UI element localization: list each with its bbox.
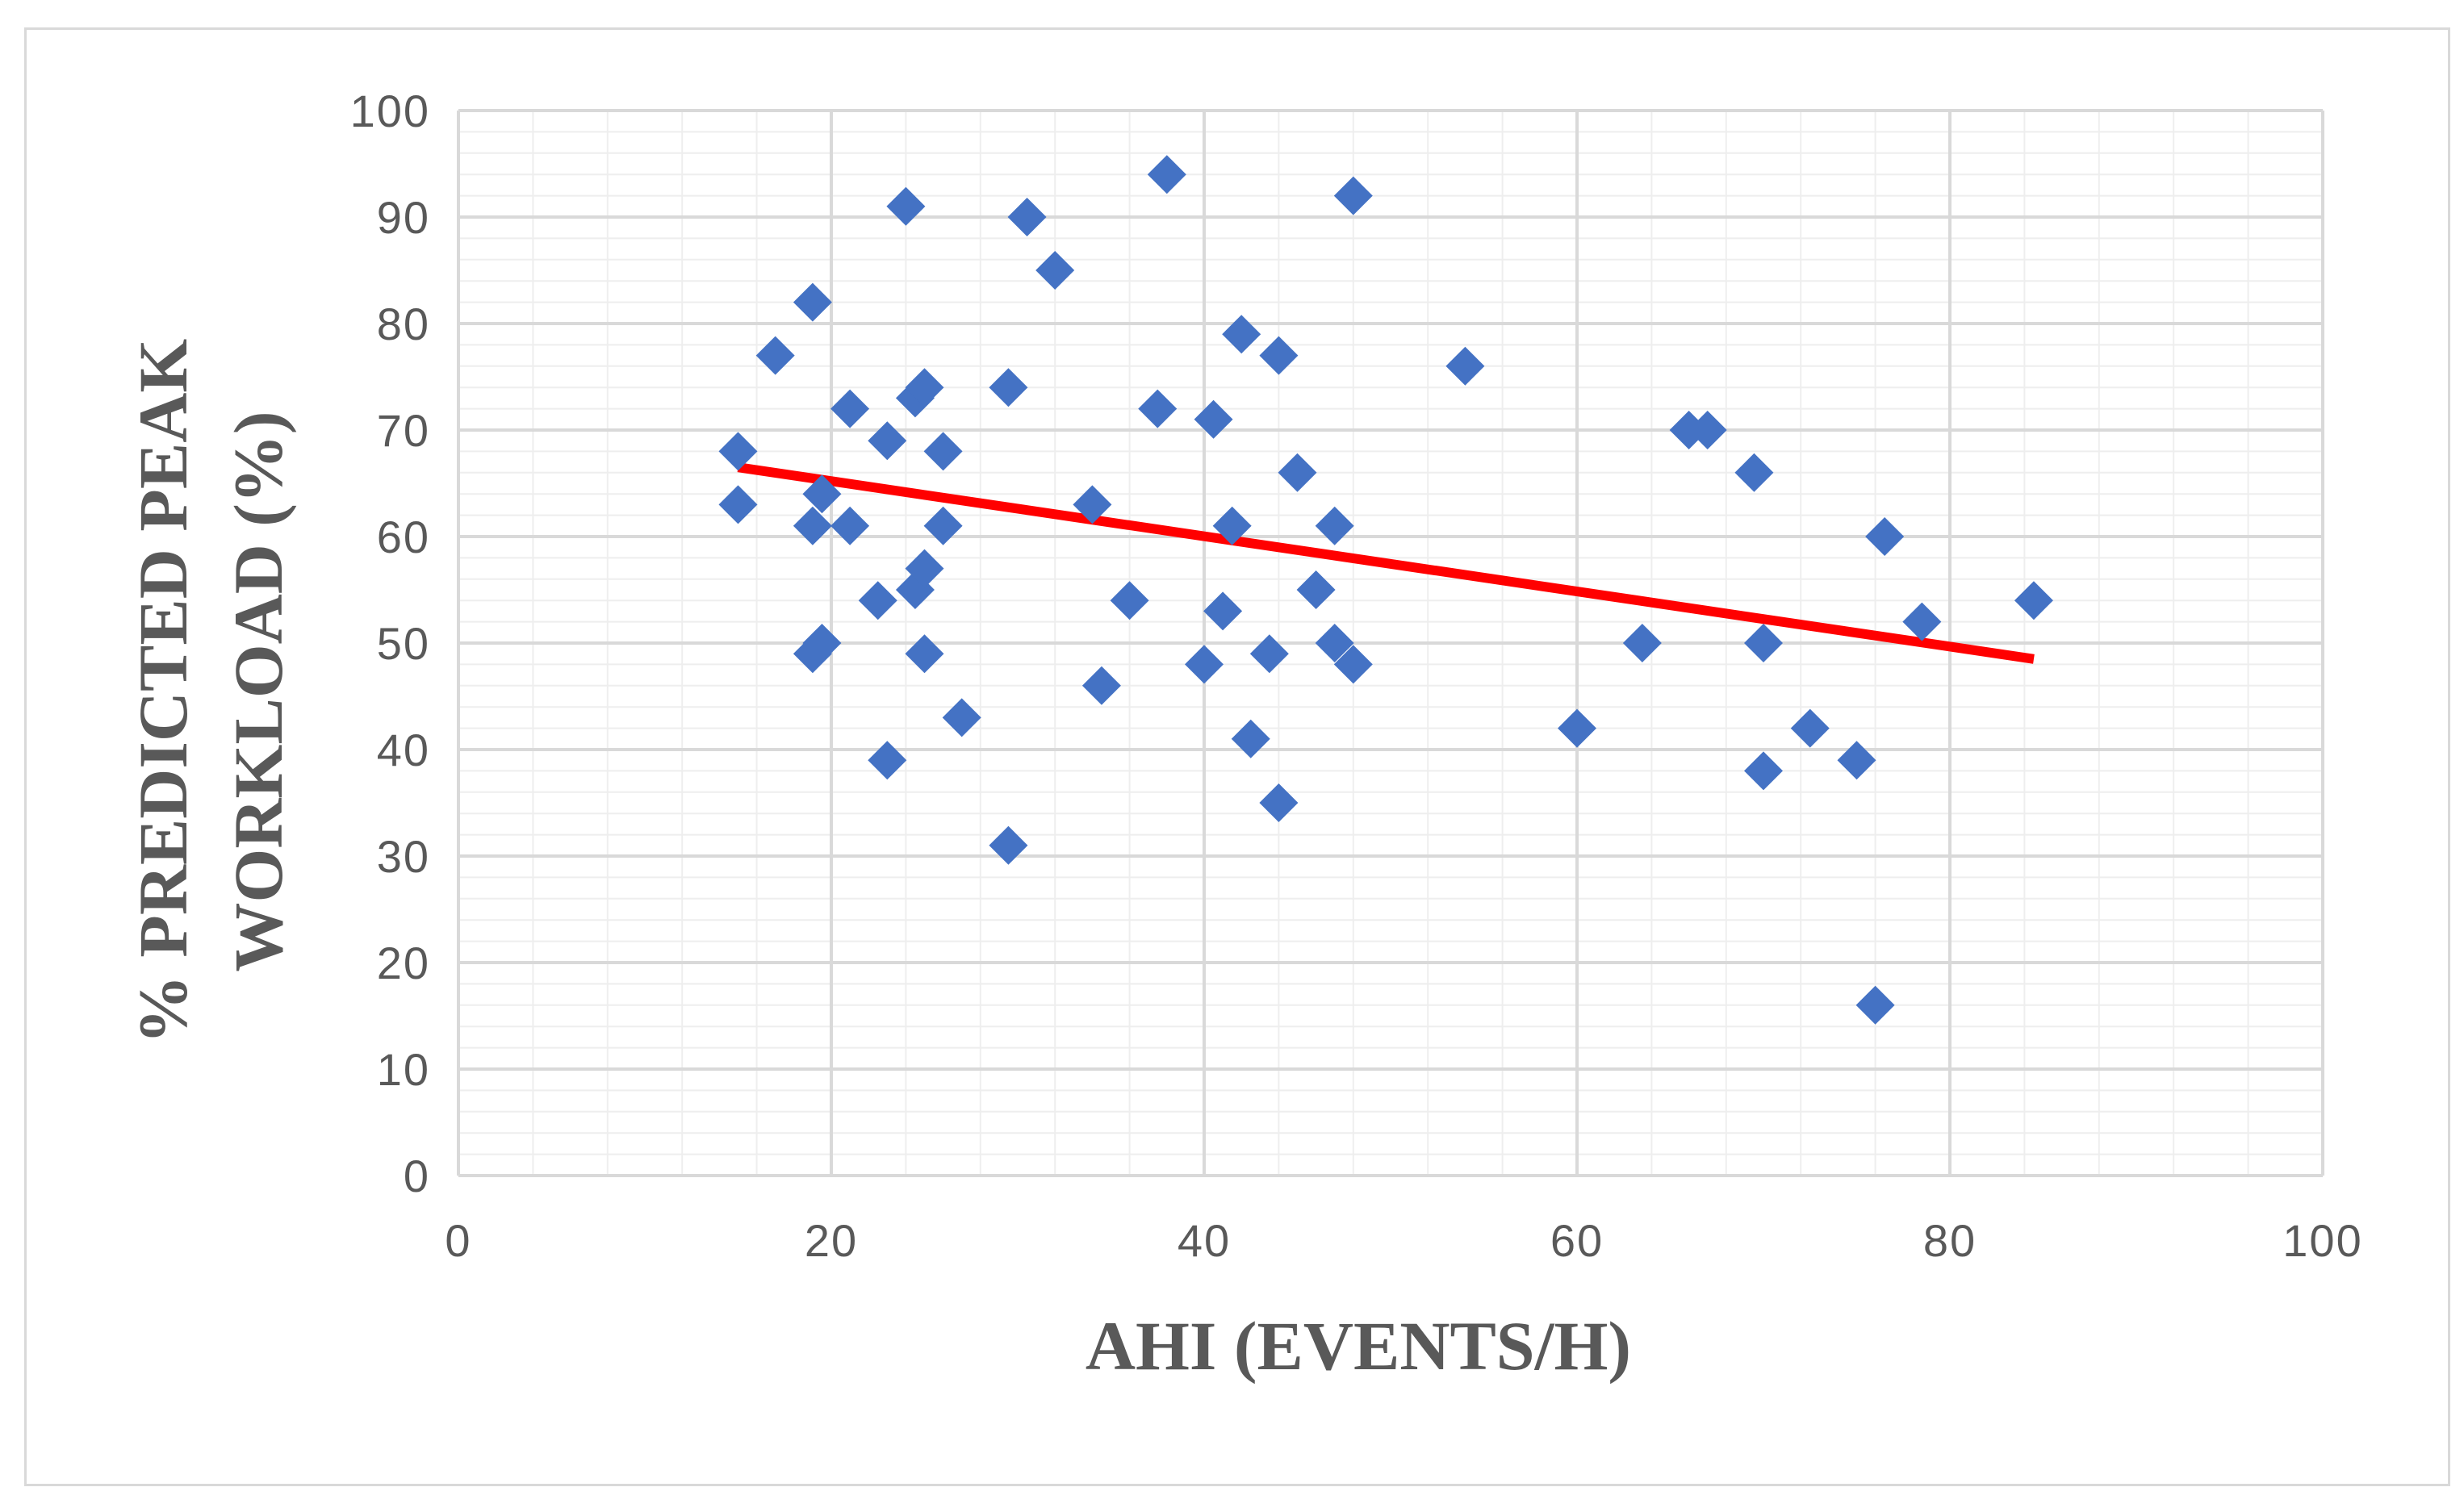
data-point [830,389,870,428]
data-point [1744,751,1783,791]
data-point [802,474,842,514]
data-point [1902,602,1942,641]
data-point [1203,591,1243,631]
y-tick-label: 100 [350,86,430,136]
data-point [1744,624,1783,662]
data-point [1259,783,1299,822]
data-point [1073,485,1112,524]
y-tick-label: 10 [377,1044,430,1095]
data-points [718,155,2053,1025]
data-point [1790,708,1830,748]
y-tick-label: 80 [377,299,430,349]
data-point [1688,411,1727,449]
grid [457,109,2324,1177]
data-point [1138,389,1178,428]
x-tick-label: 60 [1550,1215,1604,1266]
y-tick-label: 30 [377,831,430,882]
data-point [1855,985,1895,1025]
data-point [1315,506,1354,545]
data-point [830,506,870,545]
y-axis-title-line-2: WORKLOAD (%) [220,411,297,971]
data-point [858,581,897,620]
y-tick-label: 90 [377,192,430,243]
data-point [1222,315,1261,354]
x-axis-title: AHI (EVENTS/H) [1086,1307,1631,1385]
x-tick-label: 0 [445,1215,471,1266]
data-point [1147,155,1186,194]
data-point [1259,336,1299,375]
y-tick-label: 0 [404,1151,430,1201]
data-point [1231,719,1270,758]
data-point [793,506,832,545]
data-point [1333,645,1373,684]
data-point [989,825,1028,865]
data-point [905,368,944,407]
data-point [1865,517,1905,556]
y-axis-title: % PREDICTED PEAK WORKLOAD (%) [124,339,297,1045]
x-tick-label: 80 [1923,1215,1977,1266]
data-point [1333,176,1373,215]
data-point [989,368,1028,407]
data-point [1445,346,1485,386]
data-point [1081,666,1121,705]
data-point [802,624,842,662]
y-tick-label: 70 [377,405,430,456]
scatter-chart: 0 20 40 60 80 100 0 10 20 30 40 50 60 70 80 90 100 AHI (… [124,86,2362,1385]
data-point [1035,251,1075,290]
y-axis-title-line-1: % PREDICTED PEAK [124,339,202,1045]
data-point [1558,708,1596,748]
data-point [1212,506,1252,545]
data-point [868,421,907,461]
data-point [905,549,944,588]
data-point [1622,624,1662,662]
data-point [1185,645,1224,684]
chart-frame: 0 20 40 60 80 100 0 10 20 30 40 50 60 70 80 90 100 AHI (… [24,27,2450,1486]
y-tick-label: 20 [377,938,430,988]
data-point [923,432,963,471]
data-point [1194,399,1233,439]
data-point [755,336,795,375]
data-point [1315,624,1354,662]
data-point [1278,453,1317,492]
data-point [1837,741,1876,780]
data-point [905,634,944,674]
x-tick-label: 20 [805,1215,858,1266]
data-point [868,741,907,780]
data-point [2014,581,2053,620]
y-tick-label: 50 [377,618,430,669]
data-point [1249,634,1289,674]
data-point [718,485,758,524]
data-point [942,698,981,737]
data-point [923,506,963,545]
trendline [737,462,2035,664]
data-point [1296,570,1336,609]
data-point [793,282,832,322]
data-point [886,186,926,226]
y-tick-label: 60 [377,512,430,562]
x-tick-label: 100 [2282,1215,2362,1266]
tick-labels: 0 20 40 60 80 100 0 10 20 30 40 50 60 70 80 90 100 [350,86,2362,1266]
data-point [1007,198,1047,236]
trendline-layer [737,462,2035,664]
y-tick-label: 40 [377,725,430,775]
data-point [718,432,758,471]
data-point [1110,581,1149,620]
x-tick-label: 40 [1178,1215,1231,1266]
data-point [1734,453,1774,492]
